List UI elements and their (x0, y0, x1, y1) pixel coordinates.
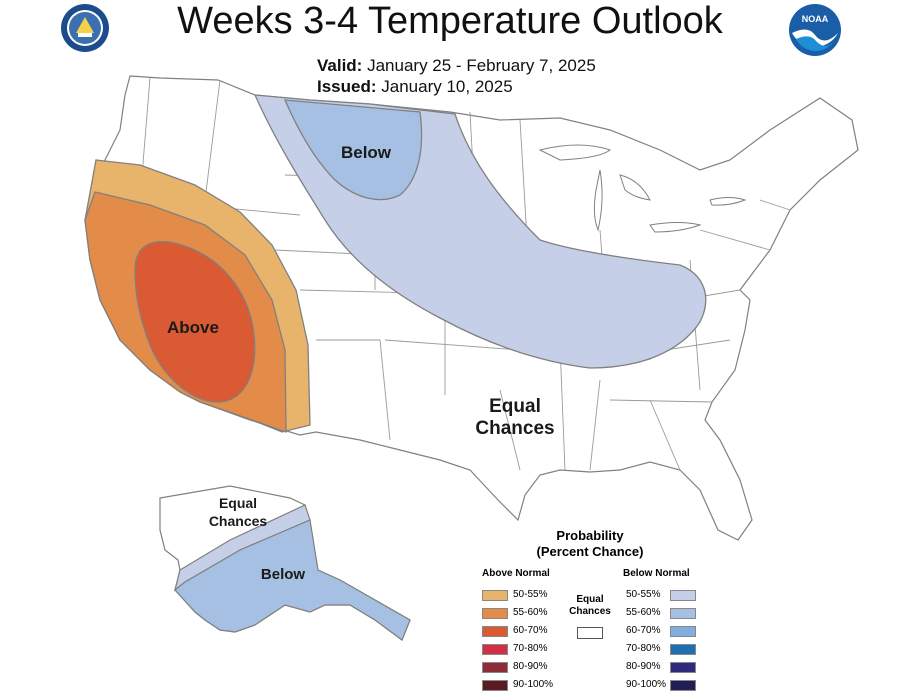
legend-below-label: 70-80% (626, 643, 661, 654)
label-below-alaska: Below (261, 566, 306, 583)
issued-line: Issued: January 10, 2025 (317, 77, 513, 97)
noaa-logo-icon: NOAA (789, 4, 841, 56)
legend-below-header: Below Normal (623, 568, 690, 579)
issued-value: January 10, 2025 (381, 77, 513, 96)
legend-above-label: 90-100% (513, 679, 554, 690)
legend-below-swatch (670, 644, 696, 655)
issued-label: Issued: (317, 77, 377, 96)
legend-below-swatch (670, 608, 696, 619)
label-below-conus: Below (341, 143, 392, 162)
legend-title-line2: (Percent Chance) (536, 544, 644, 559)
legend-above-swatch (482, 680, 508, 691)
above-60-70-region (134, 241, 256, 403)
legend-below-label: 50-55% (626, 589, 661, 600)
legend-above-label: 80-90% (513, 661, 548, 672)
legend-equal-line2: Chances (569, 606, 611, 617)
legend-title: Probability (Percent Chance) (520, 528, 660, 560)
below-55-60-region-conus (283, 99, 423, 201)
legend-below-label: 60-70% (626, 625, 661, 636)
valid-label: Valid: (317, 56, 363, 75)
label-equal-conus-2: Chances (475, 418, 554, 439)
legend-equal-label: Equal Chances (565, 594, 615, 618)
legend-equal-line1: Equal (576, 594, 604, 605)
legend-title-line1: Probability (556, 528, 624, 543)
legend-below-swatch (670, 680, 696, 691)
label-equal-alaska-2: Chances (209, 513, 268, 529)
page-title: Weeks 3-4 Temperature Outlook (177, 0, 723, 42)
legend-below-swatch (670, 626, 696, 637)
legend-above-label: 50-55% (513, 589, 548, 600)
label-equal-alaska-1: Equal (219, 495, 257, 511)
legend-above-swatch (482, 608, 508, 619)
legend-above-header: Above Normal (482, 568, 550, 579)
legend-above-label: 70-80% (513, 643, 548, 654)
valid-line: Valid: January 25 - February 7, 2025 (317, 56, 596, 76)
noaa-logo-text: NOAA (802, 14, 829, 24)
department-of-commerce-seal-icon (61, 4, 109, 52)
legend-below-label: 90-100% (626, 679, 667, 690)
legend-above-swatch (482, 590, 508, 601)
legend-above-swatch (482, 662, 508, 673)
legend-below-swatch (670, 590, 696, 601)
legend-below-label: 55-60% (626, 607, 661, 618)
valid-value: January 25 - February 7, 2025 (367, 56, 596, 75)
legend-below-swatch (670, 662, 696, 673)
label-above: Above (167, 318, 219, 337)
legend-below-label: 80-90% (626, 661, 661, 672)
label-equal-conus-1: Equal (489, 396, 541, 417)
legend-above-swatch (482, 626, 508, 637)
legend-above-swatch (482, 644, 508, 655)
below-55-60-region-alaska (174, 519, 411, 641)
great-lakes (538, 144, 747, 233)
legend-above-label: 55-60% (513, 607, 548, 618)
legend-equal-swatch (577, 627, 603, 639)
legend-above-label: 60-70% (513, 625, 548, 636)
